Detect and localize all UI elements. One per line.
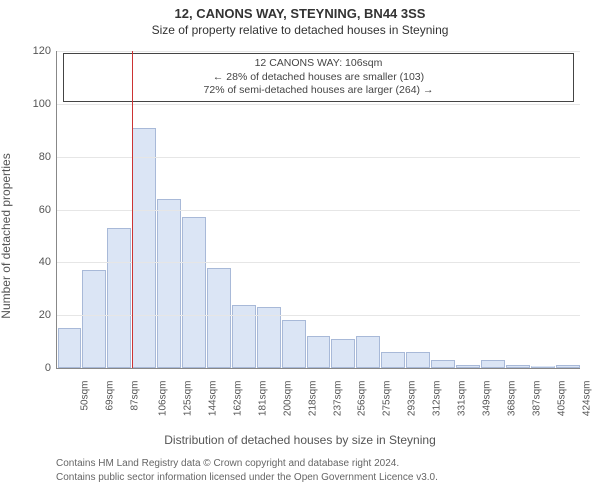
bar [481, 360, 505, 368]
gridline [57, 157, 580, 158]
xtick-label: 125sqm [180, 381, 193, 417]
gridline [57, 104, 580, 105]
bar [132, 128, 156, 368]
gridline [57, 368, 580, 369]
title-main: 12, CANONS WAY, STEYNING, BN44 3SS [0, 0, 600, 21]
bar [381, 352, 405, 368]
footer-line1: Contains HM Land Registry data © Crown c… [56, 457, 588, 471]
footer: Contains HM Land Registry data © Crown c… [0, 447, 600, 484]
gridline [57, 315, 580, 316]
ytick-label: 80 [39, 151, 57, 163]
bar [58, 328, 82, 368]
ytick-label: 100 [33, 98, 57, 110]
xtick-label: 200sqm [280, 381, 293, 417]
bar [82, 270, 106, 368]
bar [257, 307, 281, 368]
xtick-label: 106sqm [155, 381, 168, 417]
x-axis-label: Distribution of detached houses by size … [0, 431, 600, 447]
xtick-label: 424sqm [579, 381, 592, 417]
xtick-label: 162sqm [230, 381, 243, 417]
bar [232, 305, 256, 368]
xtick-label: 331sqm [454, 381, 467, 417]
footer-line2: Contains public sector information licen… [56, 471, 588, 485]
xtick-label: 405sqm [554, 381, 567, 417]
y-axis-label: Number of detached properties [0, 153, 13, 318]
xtick-label: 349sqm [479, 381, 492, 417]
xtick-label: 69sqm [103, 381, 116, 411]
xtick-label: 293sqm [404, 381, 417, 417]
xtick-label: 275sqm [380, 381, 393, 417]
xtick-label: 256sqm [355, 381, 368, 417]
gridline [57, 210, 580, 211]
ytick-label: 60 [39, 204, 57, 216]
reference-line [132, 51, 133, 368]
ytick-label: 0 [45, 362, 57, 374]
bar [107, 228, 131, 368]
annotation-line1: 12 CANONS WAY: 106sqm [68, 57, 569, 71]
xtick-label: 50sqm [78, 381, 91, 411]
chart-container: 12, CANONS WAY, STEYNING, BN44 3SS Size … [0, 0, 600, 500]
ytick-label: 120 [33, 45, 57, 57]
xtick-label: 387sqm [529, 381, 542, 417]
xtick-label: 312sqm [429, 381, 442, 417]
bar [331, 339, 355, 368]
xtick-label: 181sqm [255, 381, 268, 417]
xtick-label: 368sqm [504, 381, 517, 417]
gridline [57, 262, 580, 263]
title-sub: Size of property relative to detached ho… [0, 21, 600, 41]
xtick-label: 237sqm [330, 381, 343, 417]
gridline [57, 51, 580, 52]
bar [282, 320, 306, 368]
ytick-label: 20 [39, 309, 57, 321]
bar [307, 336, 331, 368]
bar [157, 199, 181, 368]
plot-area: 12 CANONS WAY: 106sqm ← 28% of detached … [56, 51, 580, 369]
annotation-line3: 72% of semi-detached houses are larger (… [68, 84, 569, 98]
bar [356, 336, 380, 368]
bar [207, 268, 231, 368]
ytick-label: 40 [39, 256, 57, 268]
annotation-box: 12 CANONS WAY: 106sqm ← 28% of detached … [63, 53, 574, 102]
xtick-label: 87sqm [128, 381, 141, 411]
plot-wrap: Number of detached properties 12 CANONS … [0, 41, 600, 431]
annotation-line2: ← 28% of detached houses are smaller (10… [68, 71, 569, 85]
bar [431, 360, 455, 368]
bar [182, 217, 206, 368]
xtick-label: 218sqm [305, 381, 318, 417]
bar [406, 352, 430, 368]
xtick-label: 144sqm [205, 381, 218, 417]
